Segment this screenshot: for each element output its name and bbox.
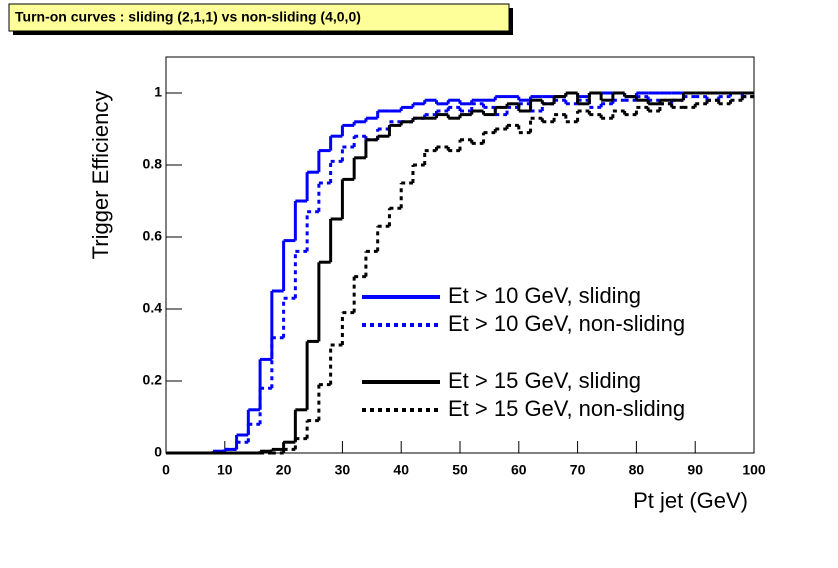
x-tick-label: 80: [629, 462, 645, 478]
x-tick-label: 60: [511, 462, 527, 478]
x-tick-label: 90: [687, 462, 703, 478]
x-tick-label: 20: [276, 462, 292, 478]
legend-label: Et > 10 GeV, sliding: [448, 283, 641, 308]
legend-label: Et > 10 GeV, non-sliding: [448, 311, 685, 336]
legend-label: Et > 15 GeV, sliding: [448, 368, 641, 393]
y-tick-label: 0.8: [143, 156, 163, 172]
legend-label: Et > 15 GeV, non-sliding: [448, 396, 685, 421]
y-tick-label: 0.6: [143, 228, 163, 244]
x-tick-label: 70: [570, 462, 586, 478]
y-tick-label: 0: [154, 444, 162, 460]
y-axis-label: Trigger Efficiency: [88, 91, 113, 260]
y-tick-label: 0.2: [143, 372, 163, 388]
chart-title: Turn-on curves : sliding (2,1,1) vs non-…: [15, 9, 361, 25]
title-box: [8, 3, 510, 32]
x-axis-label: Pt jet (GeV): [633, 488, 748, 513]
y-tick-label: 1: [154, 84, 162, 100]
x-tick-label: 10: [217, 462, 233, 478]
y-tick-label: 0.4: [143, 300, 163, 316]
x-tick-label: 40: [393, 462, 409, 478]
x-tick-label: 50: [452, 462, 468, 478]
x-tick-label: 100: [742, 462, 766, 478]
x-tick-label: 30: [335, 462, 351, 478]
x-tick-label: 0: [162, 462, 170, 478]
